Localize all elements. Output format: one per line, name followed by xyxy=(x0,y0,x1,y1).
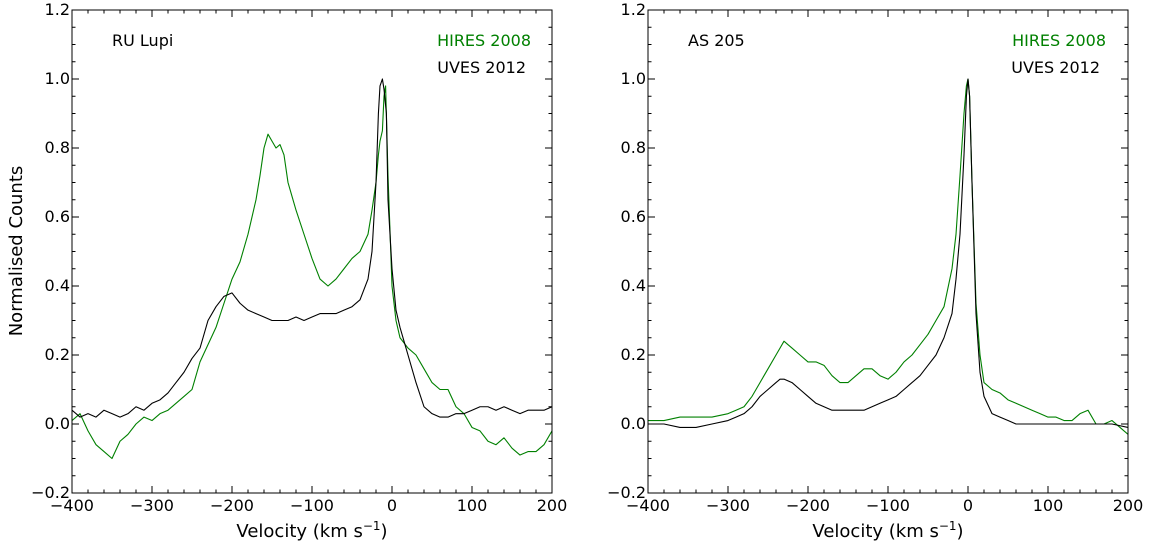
series-line-uves-2012 xyxy=(72,78,552,418)
y-tick-label: 1.0 xyxy=(45,69,70,88)
y-tick-label: 0.6 xyxy=(45,207,70,226)
star-label-as-205: AS 205 xyxy=(688,31,745,50)
legend-entry-uves-2012: UVES 2012 xyxy=(437,58,526,77)
x-tick-label: −400 xyxy=(50,496,94,515)
legend-entry-uves-2012: UVES 2012 xyxy=(1011,58,1100,77)
y-tick-label: 1.2 xyxy=(621,0,646,19)
x-tick-label: −100 xyxy=(866,496,910,515)
x-tick-label: 100 xyxy=(1033,496,1064,515)
y-tick-label: 0.0 xyxy=(621,414,646,433)
x-tick-label: −200 xyxy=(210,496,254,515)
y-tick-label: −0.2 xyxy=(31,483,70,502)
chart-panel-as-205: AS 205 HIRES 2008 UVES 2012 Velocity (km… xyxy=(607,0,1143,542)
y-tick-label: 0.4 xyxy=(45,276,70,295)
y-tick-label: −0.2 xyxy=(607,483,646,502)
x-tick-label: −300 xyxy=(706,496,750,515)
figure-ylabel: Normalised Counts xyxy=(6,166,27,337)
x-tick-label: 0 xyxy=(963,496,973,515)
series-line-hires-2008 xyxy=(72,85,552,460)
y-tick-label: 0.0 xyxy=(45,414,70,433)
x-tick-label: −400 xyxy=(626,496,670,515)
legend-entry-hires-2008: HIRES 2008 xyxy=(437,31,531,50)
y-tick-label: 0.2 xyxy=(45,345,70,364)
star-label-ru-lupi: RU Lupi xyxy=(112,31,173,50)
x-tick-label: −100 xyxy=(290,496,334,515)
y-tick-label: 1.0 xyxy=(621,69,646,88)
x-tick-label: −300 xyxy=(130,496,174,515)
y-tick-label: 0.2 xyxy=(621,345,646,364)
x-tick-label: 200 xyxy=(537,496,568,515)
series-line-uves-2012 xyxy=(648,78,1128,429)
x-tick-label: 200 xyxy=(1113,496,1144,515)
x-axis-label: Velocity (km s−1) xyxy=(236,519,387,542)
y-tick-label: 0.8 xyxy=(621,138,646,157)
x-tick-label: 0 xyxy=(387,496,397,515)
y-tick-label: 0.8 xyxy=(45,138,70,157)
y-tick-label: 0.4 xyxy=(621,276,646,295)
x-axis-label: Velocity (km s−1) xyxy=(812,519,963,542)
x-tick-label: −200 xyxy=(786,496,830,515)
y-tick-label: 0.6 xyxy=(621,207,646,226)
chart-panel-ru-lupi: RU Lupi HIRES 2008 UVES 2012 Velocity (k… xyxy=(31,0,567,542)
y-tick-label: 1.2 xyxy=(45,0,70,19)
legend-entry-hires-2008: HIRES 2008 xyxy=(1012,31,1106,50)
series-line-hires-2008 xyxy=(648,78,1128,435)
x-tick-label: 100 xyxy=(457,496,488,515)
